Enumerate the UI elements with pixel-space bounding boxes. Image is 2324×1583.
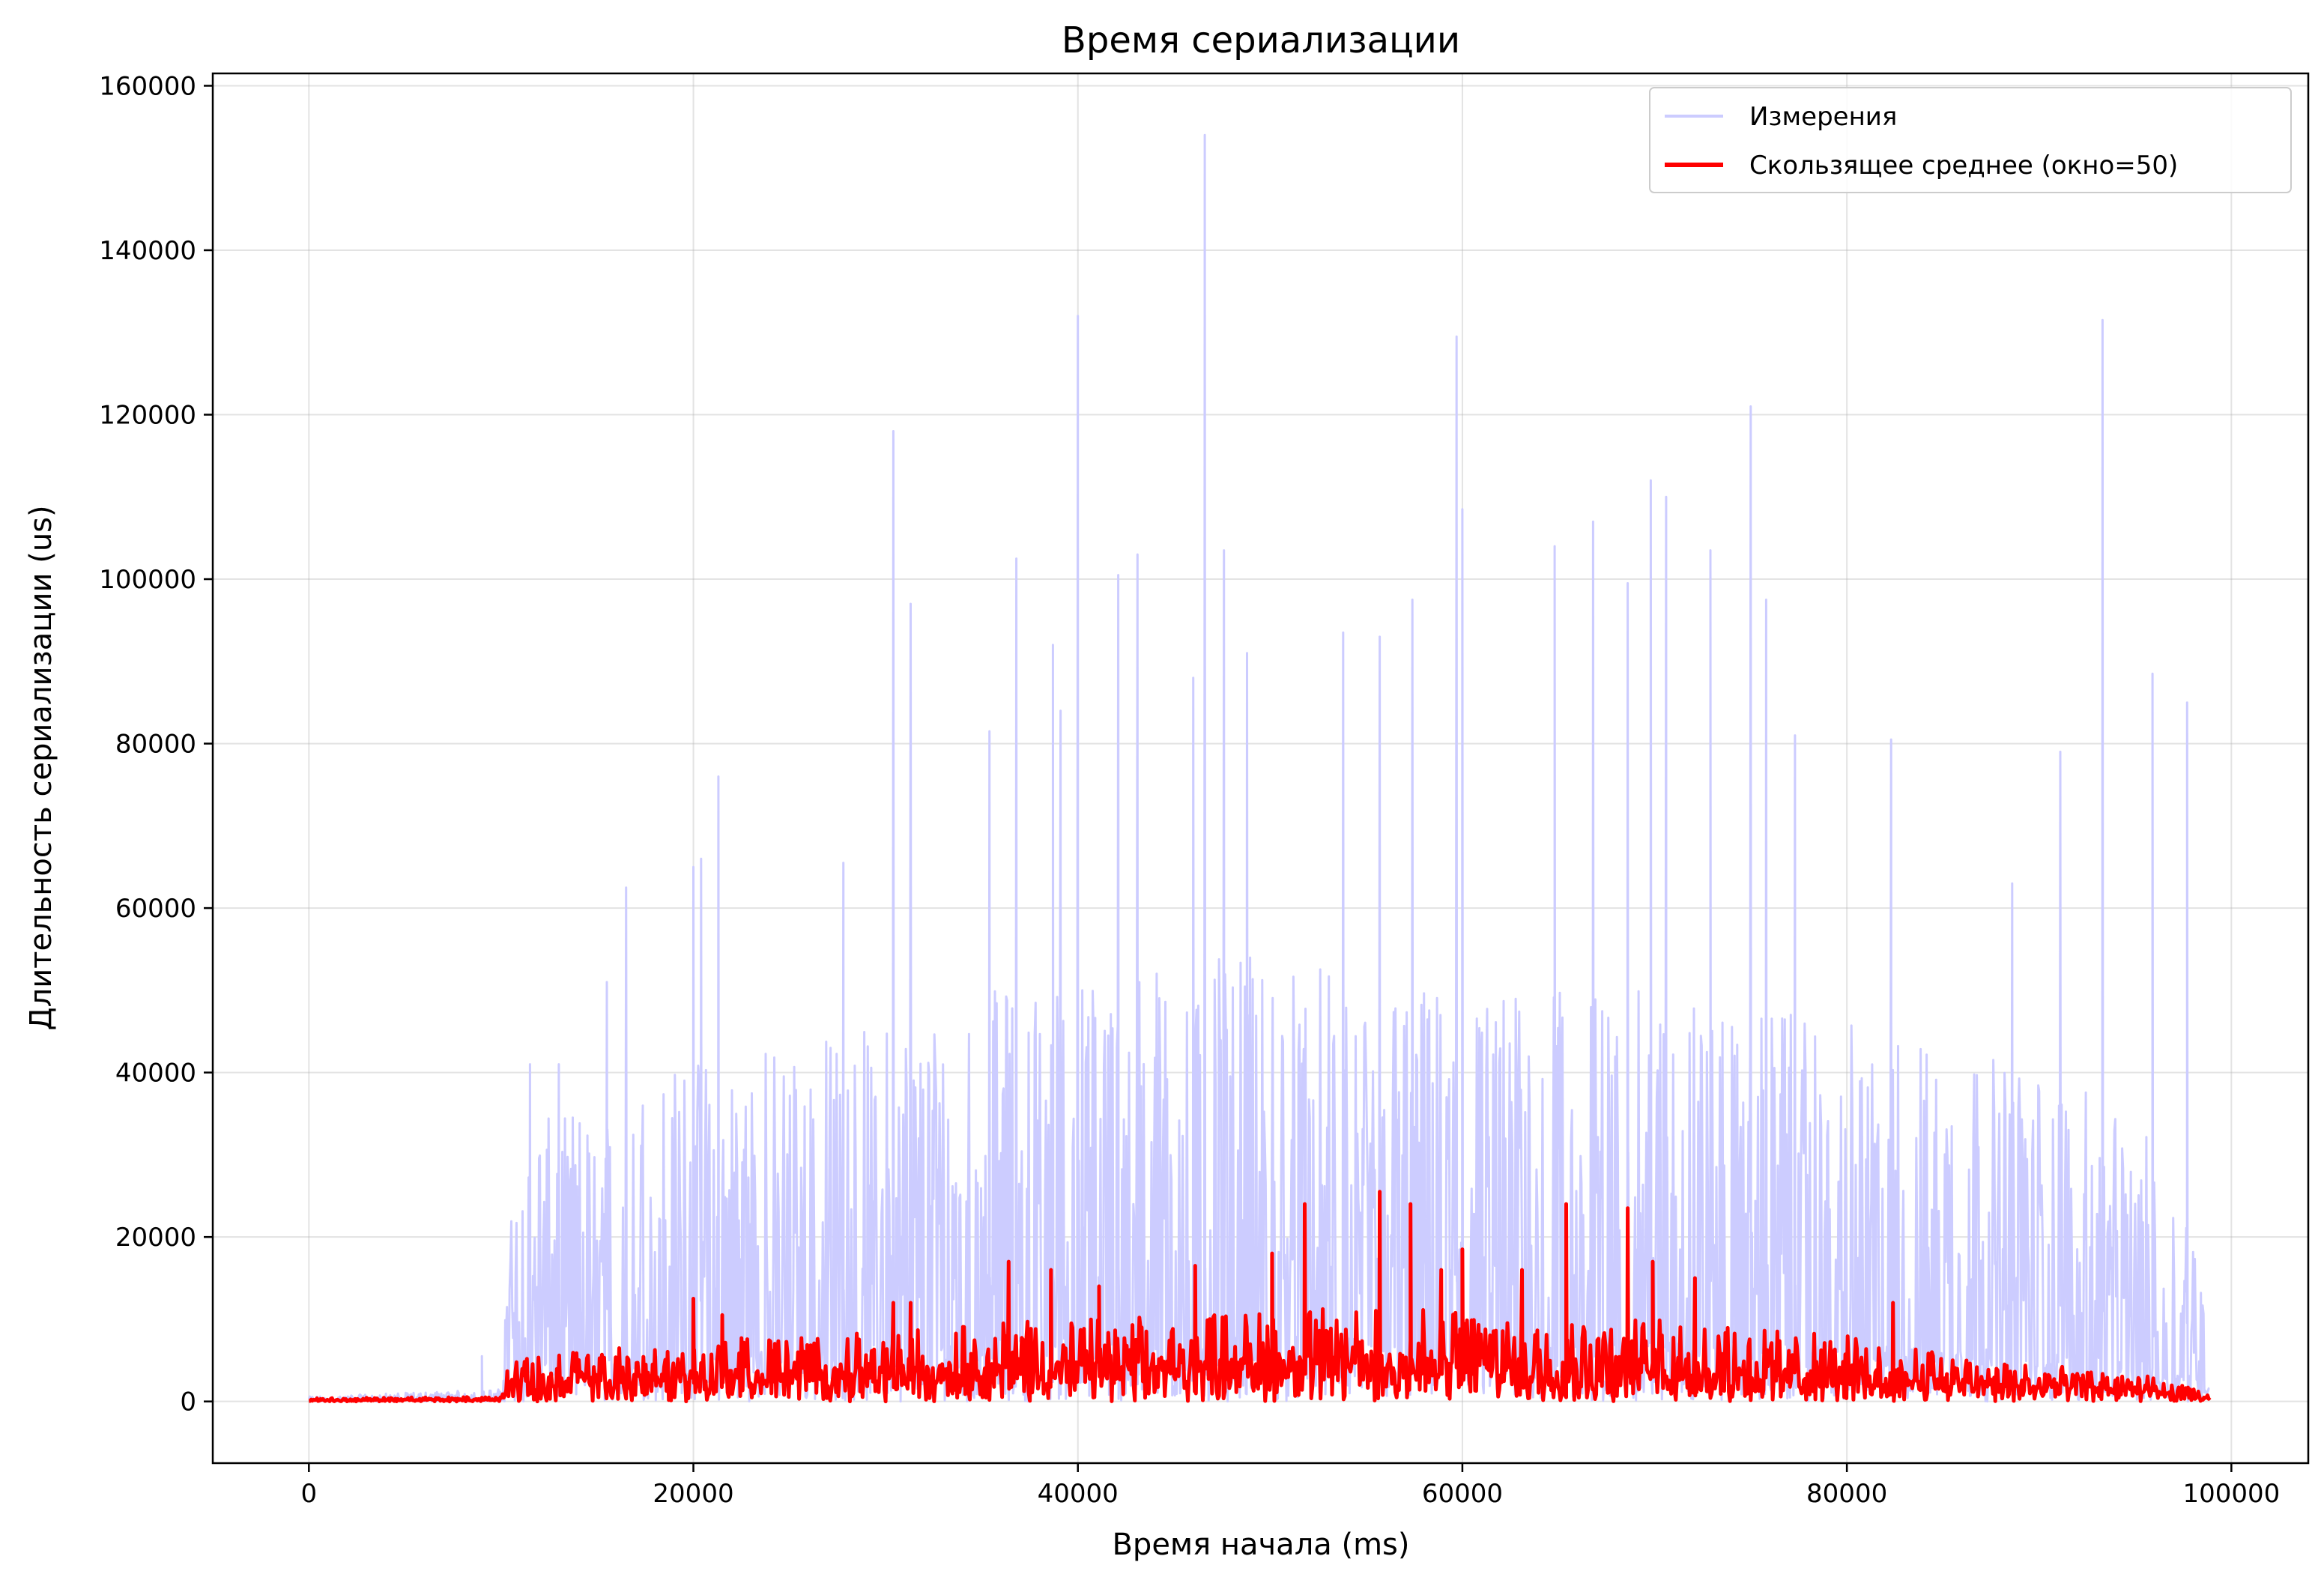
plot-frame [211, 72, 2310, 1465]
legend-label-moving-average: Скользящее среднее (окно=50) [1749, 151, 2178, 181]
y-tick-label: 100000 [99, 565, 196, 595]
y-tick-label: 60000 [115, 894, 196, 924]
legend-label-measurements: Измерения [1749, 102, 1897, 132]
y-tick-label: 120000 [99, 401, 196, 431]
series-measurements-line [307, 133, 2210, 1403]
legend: Измерения Скользящее среднее (окно=50) [1649, 87, 2292, 193]
x-tick-label: 80000 [1806, 1479, 1887, 1509]
y-tick-label: 0 [180, 1387, 196, 1417]
axis-ticks: 0 20000 40000 60000 80000 100000 0 20000 40000 60… [99, 71, 2280, 1509]
grid [213, 73, 2308, 1463]
x-tick-label: 0 [300, 1479, 317, 1509]
x-axis-label: Время начала (ms) [1112, 1528, 1409, 1562]
x-tick-label: 60000 [1422, 1479, 1503, 1509]
series-moving-average-line [308, 1190, 2212, 1404]
y-tick-label: 20000 [115, 1223, 196, 1253]
legend-box [1649, 87, 2292, 193]
chart-title: Время сериализации [1062, 19, 1460, 61]
y-tick-label: 80000 [115, 730, 196, 760]
plot-area [307, 133, 2212, 1404]
x-tick-label: 20000 [653, 1479, 733, 1509]
y-axis-label: Длительность сериализации (us) [24, 505, 58, 1030]
y-tick-label: 140000 [99, 236, 196, 266]
x-tick-label: 100000 [2182, 1479, 2280, 1509]
y-tick-label: 40000 [115, 1059, 196, 1089]
x-tick-label: 40000 [1038, 1479, 1119, 1509]
y-tick-label: 160000 [99, 71, 196, 101]
